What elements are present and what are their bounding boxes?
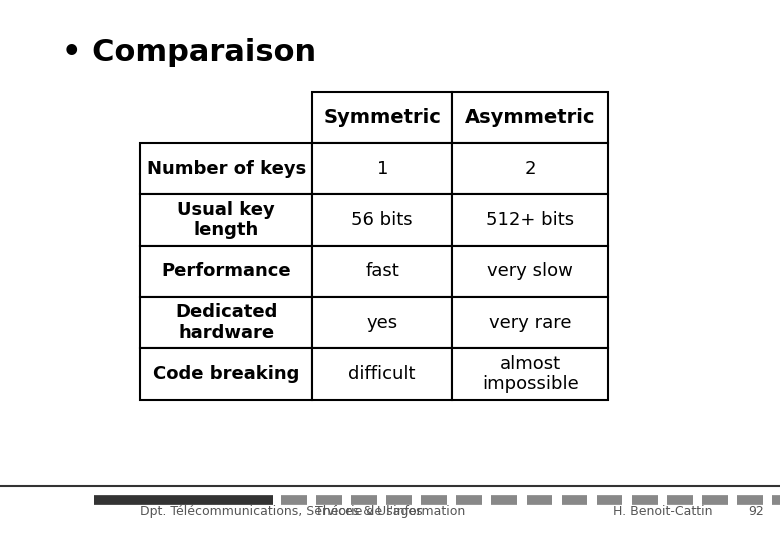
Bar [452, 297, 608, 348]
Text: Symmetric: Symmetric [323, 108, 441, 127]
Text: Code breaking: Code breaking [153, 365, 300, 383]
Bar [140, 194, 312, 246]
Text: Théorie de l'information: Théorie de l'information [315, 505, 465, 518]
Text: Usual key
length: Usual key length [177, 201, 275, 239]
Bar [452, 194, 608, 246]
Text: almost
impossible: almost impossible [482, 355, 579, 393]
Text: 92: 92 [749, 505, 764, 518]
Bar [140, 297, 312, 348]
Bar [452, 246, 608, 297]
Bar [452, 143, 608, 194]
Bar [312, 92, 452, 143]
Text: Dpt. Télécommunications, Services & Usages: Dpt. Télécommunications, Services & Usag… [140, 505, 423, 518]
Text: fast: fast [365, 262, 399, 280]
Text: 1: 1 [377, 160, 388, 178]
Bar [312, 297, 452, 348]
Bar [140, 143, 312, 194]
Bar [140, 246, 312, 297]
Bar [312, 143, 452, 194]
Text: • Comparaison: • Comparaison [62, 38, 317, 67]
Text: very rare: very rare [489, 314, 572, 332]
Text: 2: 2 [525, 160, 536, 178]
Bar [452, 348, 608, 400]
Text: Asymmetric: Asymmetric [465, 108, 596, 127]
Bar [312, 246, 452, 297]
Bar [312, 348, 452, 400]
Bar [140, 348, 312, 400]
Bar [312, 194, 452, 246]
Text: H. Benoit-Cattin: H. Benoit-Cattin [613, 505, 713, 518]
Text: very slow: very slow [488, 262, 573, 280]
Text: Dedicated
hardware: Dedicated hardware [175, 303, 278, 342]
Text: 512+ bits: 512+ bits [487, 211, 574, 229]
Text: yes: yes [367, 314, 398, 332]
Text: Performance: Performance [161, 262, 291, 280]
Text: difficult: difficult [349, 365, 416, 383]
Bar [452, 92, 608, 143]
Text: 56 bits: 56 bits [351, 211, 413, 229]
Text: Number of keys: Number of keys [147, 160, 306, 178]
